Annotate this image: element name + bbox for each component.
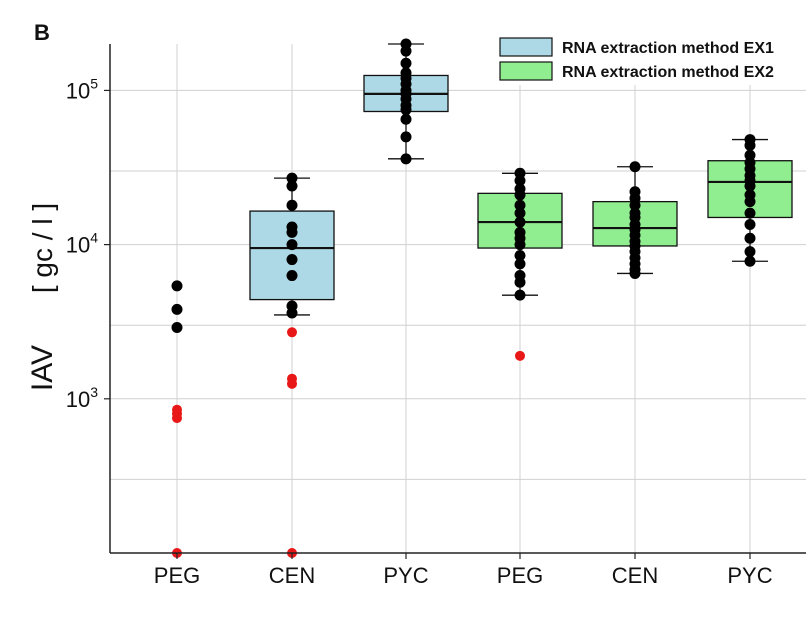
data-point-below-limit [287,327,297,338]
legend-swatch [499,61,553,81]
data-point [400,104,412,116]
data-point [171,303,183,315]
data-point [400,113,412,125]
data-point [514,258,526,270]
data-point [286,270,298,282]
legend-label: RNA extraction method EX1 [562,40,774,57]
data-point-below-limit [515,350,525,361]
y-tick-base: 10 [66,233,90,258]
y-tick-exponent: 4 [90,230,98,246]
data-point [514,239,526,251]
data-point [744,219,756,231]
y-axis-label-main: IAV [26,345,59,391]
data-point-below-limit [287,378,297,389]
data-point [514,207,526,219]
data-point [400,131,412,143]
legend-swatch [499,37,553,57]
data-point [286,239,298,251]
data-point [744,255,756,267]
y-tick-label: 104 [66,230,98,258]
x-tick-label: PYC [383,563,428,588]
grid [110,44,806,553]
data-point [286,172,298,184]
x-tick-label: CEN [269,563,315,588]
data-point [744,180,756,192]
data-point [514,276,526,288]
data-point [286,199,298,211]
data-point [400,57,412,69]
data-point [514,289,526,301]
x-tick-label: PEG [154,563,200,588]
data-point [286,307,298,319]
data-points [171,38,756,558]
data-point [514,249,526,261]
x-tick-label: PYC [727,563,772,588]
y-tick-exponent: 5 [90,75,98,91]
data-point-below-limit [172,413,182,424]
data-point [171,280,183,292]
data-point [744,232,756,244]
y-axis-label: IAV [ gc / l ] [26,203,59,391]
y-tick-label: 103 [66,384,98,412]
y-axis-label-unit: [ gc / l ] [27,203,58,293]
data-point [286,254,298,266]
y-tick-label: 105 [66,75,98,103]
data-point [514,216,526,228]
data-point [286,180,298,192]
data-point [171,322,183,334]
data-point [744,196,756,208]
data-point [629,161,641,173]
data-point [514,175,526,187]
data-point [629,199,641,211]
data-point [744,246,756,258]
data-point [514,199,526,211]
x-tick-labels: PEG CEN PYC PEG CEN PYC [154,553,773,588]
y-tick-exponent: 3 [90,384,98,400]
data-point [744,139,756,151]
data-point [744,207,756,219]
x-tick-label: CEN [612,563,658,588]
data-point [629,267,641,279]
data-point [514,189,526,201]
y-tick-base: 10 [66,387,90,412]
legend: RNA extraction method EX1 RNA extraction … [496,33,806,85]
data-point [286,226,298,238]
y-tick-base: 10 [66,78,90,103]
data-point [400,153,412,165]
data-point [400,45,412,57]
legend-label: RNA extraction method EX2 [562,64,774,81]
x-tick-label: PEG [497,563,543,588]
panel-label: B [34,20,50,45]
